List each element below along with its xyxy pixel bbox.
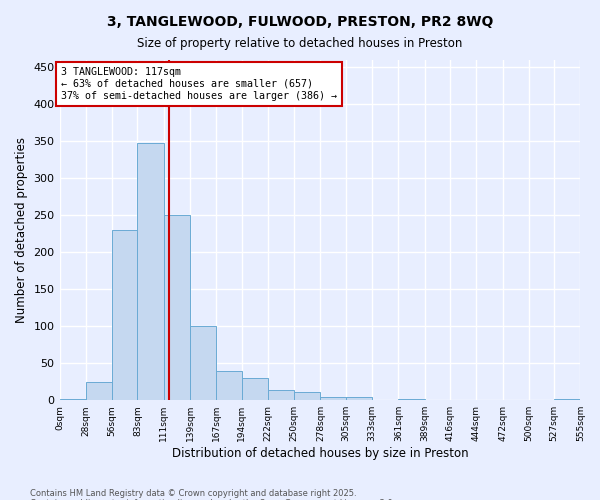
Text: Size of property relative to detached houses in Preston: Size of property relative to detached ho…: [137, 38, 463, 51]
Text: Contains public sector information licensed under the Open Government Licence v3: Contains public sector information licen…: [30, 498, 395, 500]
Bar: [112, 230, 137, 400]
Bar: [268, 390, 294, 400]
Bar: [346, 396, 372, 400]
X-axis label: Distribution of detached houses by size in Preston: Distribution of detached houses by size …: [172, 447, 469, 460]
Bar: [59, 398, 86, 400]
Bar: [554, 398, 580, 400]
Bar: [190, 326, 216, 400]
Bar: [398, 398, 425, 400]
Bar: [164, 216, 190, 400]
Bar: [137, 143, 164, 400]
Bar: [320, 397, 346, 400]
Text: Contains HM Land Registry data © Crown copyright and database right 2025.: Contains HM Land Registry data © Crown c…: [30, 488, 356, 498]
Bar: [216, 370, 242, 400]
Bar: [86, 382, 112, 400]
Text: 3, TANGLEWOOD, FULWOOD, PRESTON, PR2 8WQ: 3, TANGLEWOOD, FULWOOD, PRESTON, PR2 8WQ: [107, 15, 493, 29]
Bar: [242, 378, 268, 400]
Text: 3 TANGLEWOOD: 117sqm
← 63% of detached houses are smaller (657)
37% of semi-deta: 3 TANGLEWOOD: 117sqm ← 63% of detached h…: [61, 68, 337, 100]
Bar: [294, 392, 320, 400]
Y-axis label: Number of detached properties: Number of detached properties: [15, 137, 28, 323]
